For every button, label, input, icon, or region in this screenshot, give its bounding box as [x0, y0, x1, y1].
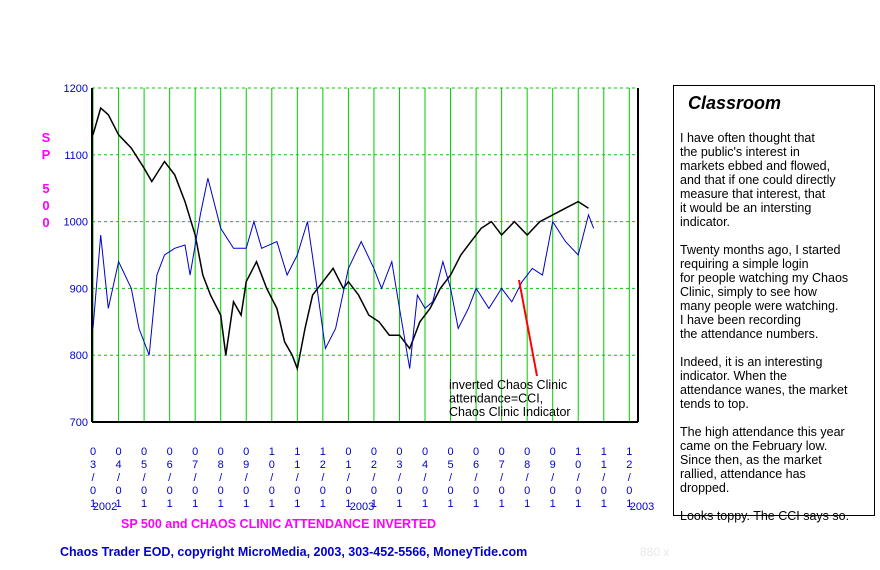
text-line: Looks toppy. The CCI says so.: [680, 509, 850, 523]
text-line: Twenty months ago, I started: [680, 243, 841, 257]
text-line: dropped.: [680, 481, 730, 495]
y-tick-label: 1200: [64, 83, 88, 95]
year-label: 2003: [630, 501, 654, 513]
sidebar: Classroom I have often thought that the p…: [673, 85, 875, 523]
text-line: Indeed, it is an interesting: [680, 355, 823, 369]
sidebar-title: Classroom: [688, 93, 782, 113]
text-line: came on the February low.: [680, 439, 828, 453]
annotation: Chaos Clinic Indicator: [449, 405, 571, 419]
x-tick-label: 12/01: [317, 446, 329, 511]
x-tick-label: 03/01: [87, 446, 99, 511]
x-tick-label: 06/01: [164, 446, 176, 511]
y-tick-label: 700: [70, 417, 88, 429]
y-tick-label: 1100: [64, 150, 88, 162]
text-line: requiring a simple login: [680, 257, 809, 271]
x-tick-label: 11/01: [291, 446, 303, 511]
x-tick-label: 04/01: [113, 446, 125, 511]
annotation: attendance=CCI,: [449, 392, 543, 406]
x-tick-label: 06/01: [470, 446, 482, 511]
text-line: Since then, as the market: [680, 453, 822, 467]
x-tick-label: 08/01: [521, 446, 533, 511]
x-tick-label: 07/01: [496, 446, 508, 511]
y-tick-label: 1000: [64, 217, 88, 229]
text-line: many people were watching.: [680, 299, 839, 313]
x-tick-label: 09/01: [240, 446, 252, 511]
paragraph: Indeed, it is an interesting indicator. W…: [680, 355, 874, 411]
text-line: Clinic, simply to see how: [680, 285, 817, 299]
text-line: markets ebbed and flowed,: [680, 159, 831, 173]
x-tick-label: 03/01: [393, 446, 405, 511]
x-tick-label: 10/01: [266, 446, 278, 511]
chart: 700 800 900 1000 1100 1200 03/01 04/01 05/01 06/0…: [39, 83, 671, 559]
x-tick-label: 10/01: [572, 446, 584, 511]
text-line: indicator.: [680, 215, 731, 229]
paragraph: The high attendance this year came on the…: [680, 425, 874, 495]
year-label: 2003: [350, 501, 374, 513]
y-axis-label: SP 500: [39, 130, 54, 232]
text-line: attendance wanes, the market: [680, 383, 848, 397]
year-label: 2002: [93, 501, 117, 513]
x-tick-label: 11/01: [598, 446, 610, 511]
paragraph: Looks toppy. The CCI says so.: [680, 509, 874, 523]
x-tick-label: 01/01: [342, 446, 354, 511]
text-line: rallied, attendance has: [680, 467, 806, 481]
text-line: measure that interest, that: [680, 187, 826, 201]
series-line: [92, 106, 589, 372]
series-line: [92, 178, 595, 369]
x-tick-label: 09/01: [547, 446, 559, 511]
footer: Chaos Trader EOD, copyright MicroMedia, …: [60, 545, 527, 559]
arrow: [518, 279, 538, 377]
x-tick-label: 05/01: [445, 446, 457, 511]
x-tick-label: 07/01: [189, 446, 201, 511]
text-line: it would be an intersting: [680, 201, 812, 215]
x-tick-label: 12/01: [623, 446, 635, 511]
annotation: inverted Chaos Clinic: [449, 378, 567, 392]
text-line: and that if one could directly: [680, 173, 836, 187]
text-line: indicator. When the: [680, 369, 788, 383]
text-line: the attendance numbers.: [680, 327, 819, 341]
text-line: I have often thought that: [680, 131, 815, 145]
paragraph: I have often thought that the public's in…: [680, 131, 874, 229]
x-tick-label: 05/01: [138, 446, 150, 511]
y-tick-label: 800: [70, 350, 88, 362]
paragraph: Twenty months ago, I started requiring a …: [680, 243, 874, 341]
text-line: tends to top.: [680, 397, 749, 411]
text-line: The high attendance this year: [680, 425, 845, 439]
text-line: I have been recording: [680, 313, 801, 327]
text-line: for people watching my Chaos: [680, 271, 849, 285]
x-tick-label: 04/01: [419, 446, 431, 511]
x-tick-label: 02/01: [368, 446, 380, 511]
size-note: 880 x 570: [640, 545, 670, 559]
subtitle: SP 500 and CHAOS CLINIC ATTENDANCE INVER…: [121, 517, 436, 531]
x-tick-label: 08/01: [215, 446, 227, 511]
text-line: the public's interest in: [680, 145, 800, 159]
y-tick-label: 900: [70, 283, 88, 295]
